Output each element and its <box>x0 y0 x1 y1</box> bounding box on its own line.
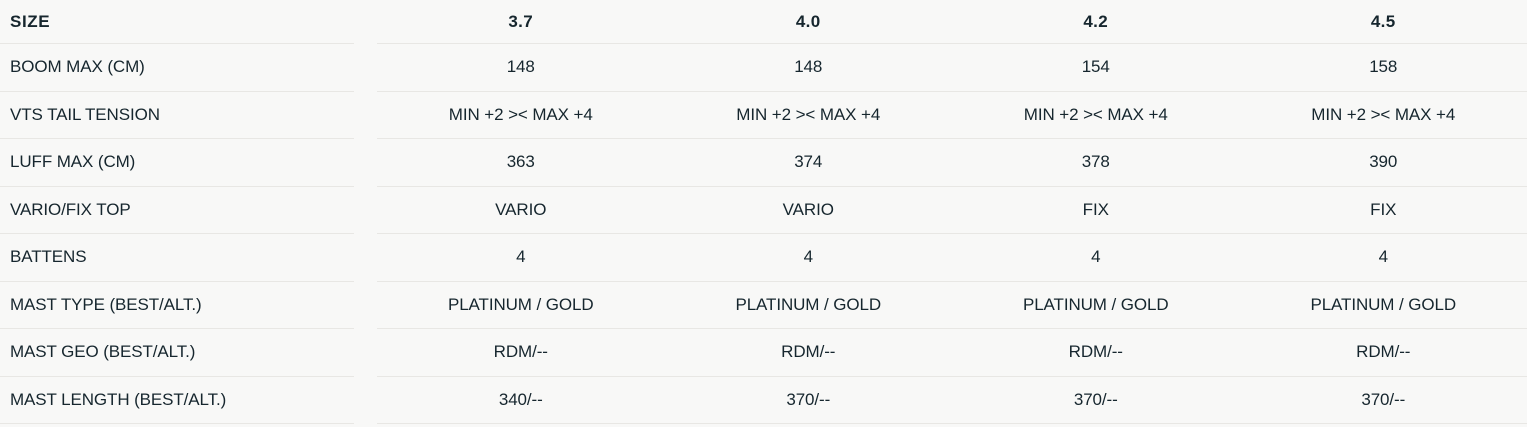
spec-value: 370/-- <box>1361 389 1406 409</box>
spec-value: 148 <box>794 57 823 77</box>
spec-row-mast-type: MAST TYPE (BEST/ALT.) PLATINUM / GOLD PL… <box>0 282 1527 330</box>
spec-value: 340/-- <box>498 389 543 409</box>
size-column-header: 3.7 <box>508 11 534 31</box>
column-divider-gap <box>354 234 377 282</box>
spec-row-mast-geo: MAST GEO (BEST/ALT.) RDM/-- RDM/-- RDM/-… <box>0 329 1527 377</box>
spec-value: VARIO <box>495 199 547 219</box>
spec-value: 370/-- <box>786 389 831 409</box>
spec-value: 4 <box>803 247 813 267</box>
spec-header-row: SIZE 3.7 4.0 4.2 4.5 <box>0 0 1527 44</box>
spec-value: RDM/-- <box>493 342 548 362</box>
spec-value: 374 <box>794 152 823 172</box>
size-column-header: 4.5 <box>1370 11 1396 31</box>
spec-value: 378 <box>1081 152 1110 172</box>
row-label: MAST GEO (BEST/ALT.) <box>0 329 354 377</box>
size-row-label: SIZE <box>0 0 354 44</box>
spec-value: 4 <box>1378 247 1388 267</box>
spec-value: RDM/-- <box>1068 342 1123 362</box>
spec-value: PLATINUM / GOLD <box>447 294 594 314</box>
spec-value: FIX <box>1082 199 1109 219</box>
spec-value: MIN +2 >< MAX +4 <box>1023 104 1168 124</box>
row-label: MAST TYPE (BEST/ALT.) <box>0 282 354 329</box>
spec-value: 148 <box>506 57 535 77</box>
spec-value: RDM/-- <box>781 342 836 362</box>
column-divider-gap <box>354 92 377 140</box>
spec-value: FIX <box>1370 199 1397 219</box>
column-divider-gap <box>354 44 377 92</box>
row-label: BOOM MAX (CM) <box>0 44 354 92</box>
spec-row-vts-tail-tension: VTS TAIL TENSION MIN +2 >< MAX +4 MIN +2… <box>0 92 1527 140</box>
column-divider-gap <box>354 282 377 330</box>
row-label: VARIO/FIX TOP <box>0 187 354 234</box>
spec-row-boom-max: BOOM MAX (CM) 148 148 154 158 <box>0 44 1527 92</box>
column-divider-gap <box>354 187 377 235</box>
spec-row-battens: BATTENS 4 4 4 4 <box>0 234 1527 282</box>
spec-value: VARIO <box>782 199 834 219</box>
column-divider-gap <box>354 0 377 44</box>
row-label: BATTENS <box>0 234 354 282</box>
row-label: VTS TAIL TENSION <box>0 92 354 139</box>
column-divider-gap <box>354 329 377 377</box>
spec-value: 154 <box>1081 57 1110 77</box>
spec-value: MIN +2 >< MAX +4 <box>1311 104 1456 124</box>
column-divider-gap <box>354 139 377 187</box>
spec-value: 4 <box>516 247 526 267</box>
spec-value: RDM/-- <box>1356 342 1411 362</box>
row-label: LUFF MAX (CM) <box>0 139 354 187</box>
row-label: MAST LENGTH (BEST/ALT.) <box>0 377 354 424</box>
spec-value: 390 <box>1369 152 1398 172</box>
spec-value: MIN +2 >< MAX +4 <box>736 104 881 124</box>
column-divider-gap <box>354 377 377 425</box>
spec-row-vario-fix-top: VARIO/FIX TOP VARIO VARIO FIX FIX <box>0 187 1527 235</box>
spec-value: PLATINUM / GOLD <box>1022 294 1169 314</box>
size-column-header: 4.0 <box>795 11 821 31</box>
spec-value: PLATINUM / GOLD <box>735 294 882 314</box>
spec-row-mast-length: MAST LENGTH (BEST/ALT.) 340/-- 370/-- 37… <box>0 377 1527 425</box>
spec-row-luff-max: LUFF MAX (CM) 363 374 378 390 <box>0 139 1527 187</box>
spec-value: 158 <box>1369 57 1398 77</box>
spec-value: 4 <box>1091 247 1101 267</box>
spec-value: PLATINUM / GOLD <box>1310 294 1457 314</box>
size-column-header: 4.2 <box>1083 11 1109 31</box>
spec-value: 370/-- <box>1073 389 1118 409</box>
spec-value: 363 <box>506 152 535 172</box>
spec-value: MIN +2 >< MAX +4 <box>448 104 593 124</box>
